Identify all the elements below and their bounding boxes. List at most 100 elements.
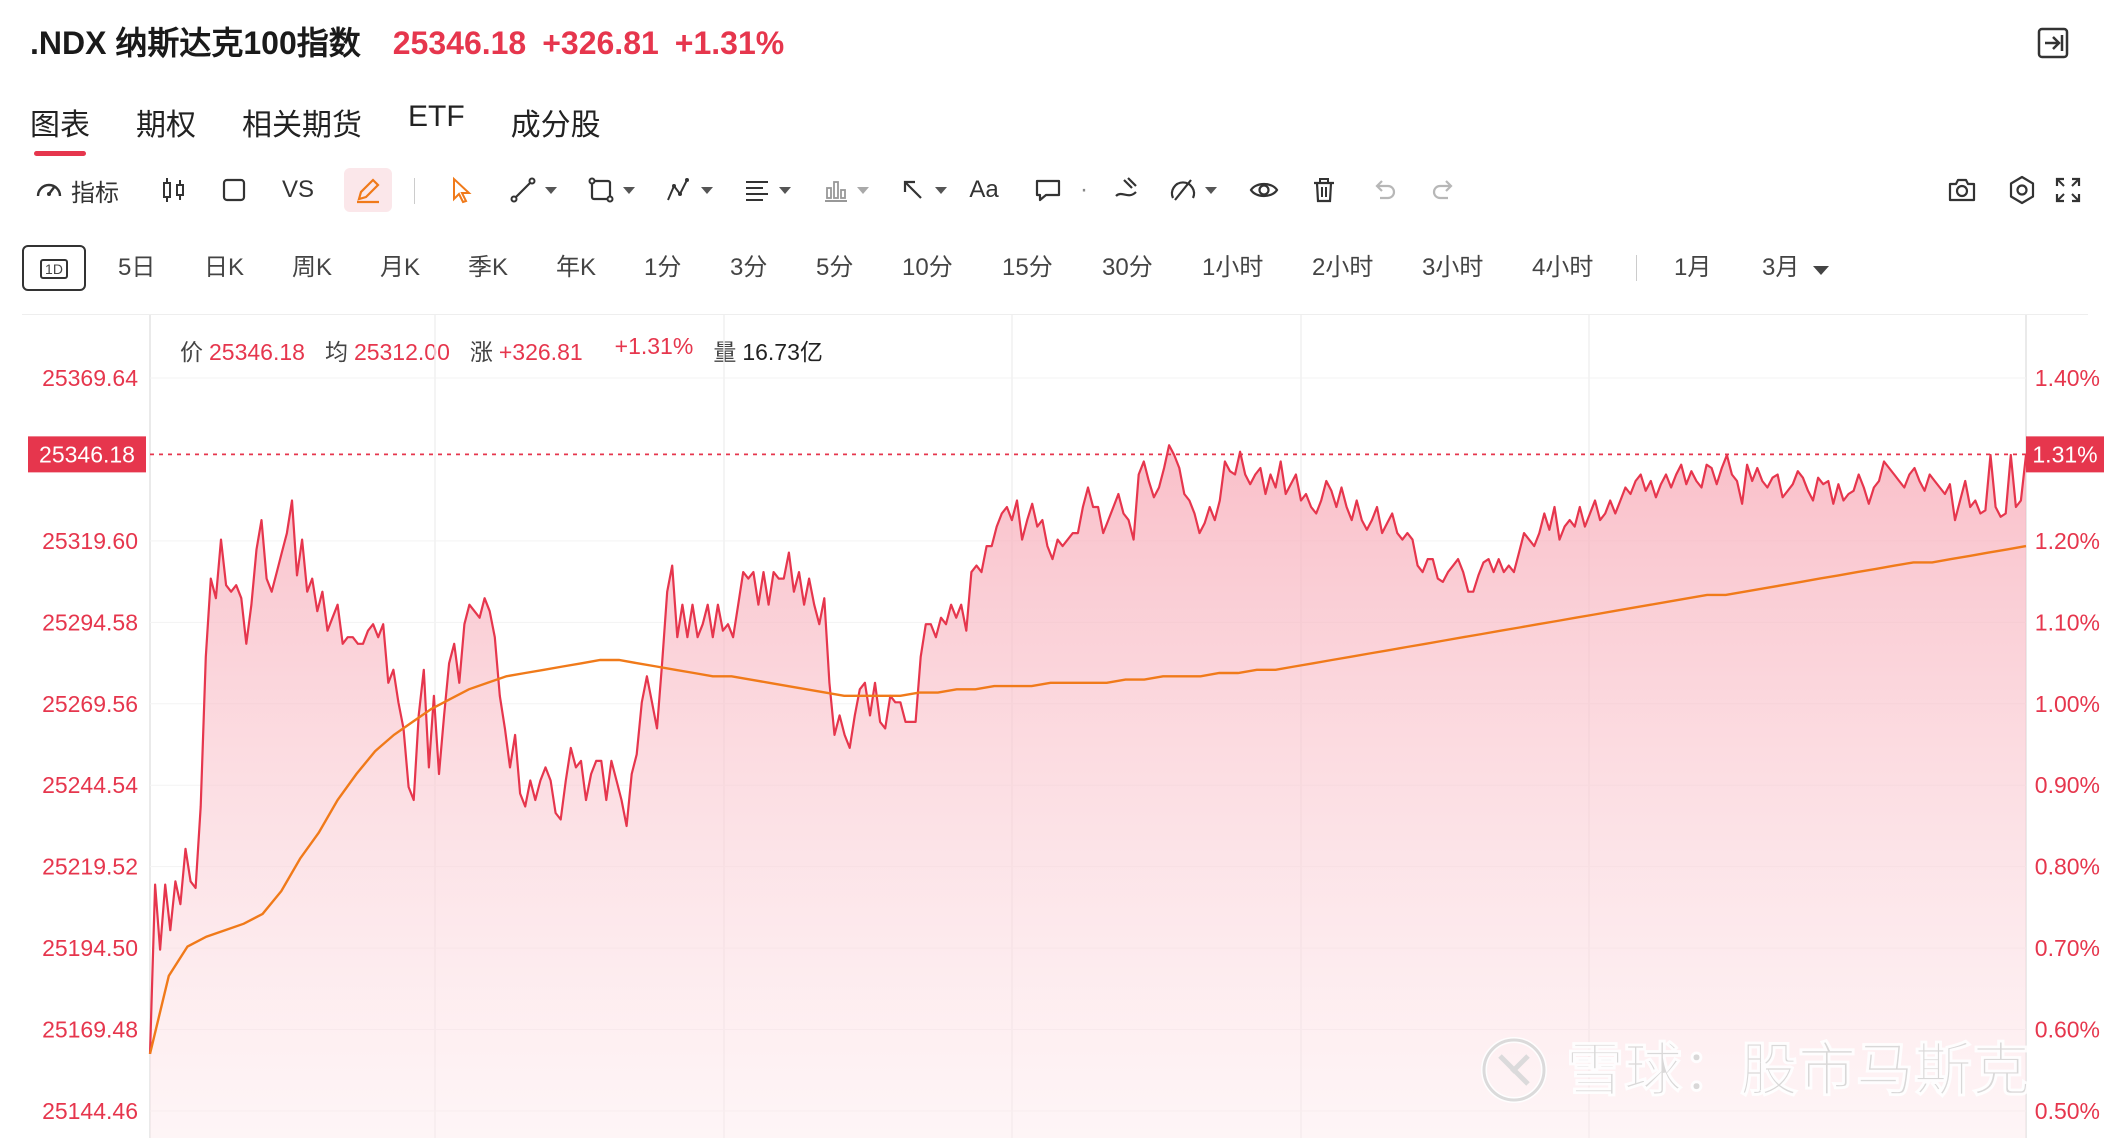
watermark: 雪球：股市马斯克 xyxy=(1481,1037,2031,1104)
measure-tool[interactable] xyxy=(816,168,872,212)
main-tabs: 图表 期权 相关期货 ETF 成分股 xyxy=(30,100,601,156)
pencil-icon xyxy=(357,178,380,204)
undo-button[interactable] xyxy=(1362,168,1406,212)
period-1d[interactable]: 1D xyxy=(22,245,86,291)
y-pct-tick-label: 1.20% xyxy=(2035,528,2100,554)
fullscreen-button[interactable] xyxy=(2046,168,2090,212)
wave-pattern-icon xyxy=(667,178,689,201)
chevron-down-icon xyxy=(1813,266,1830,275)
y-pct-tick-label: 0.70% xyxy=(2035,935,2100,961)
redo-button[interactable] xyxy=(1422,168,1466,212)
y-tick-label: 25144.46 xyxy=(42,1098,138,1124)
exit-fullscreen-icon[interactable] xyxy=(2036,26,2070,60)
cursor-icon xyxy=(453,176,472,204)
tab-futures[interactable]: 相关期货 xyxy=(242,109,362,142)
shape-tool[interactable] xyxy=(582,168,638,212)
period-day-k[interactable]: 日K xyxy=(204,254,245,281)
arrow-tool[interactable] xyxy=(894,168,950,212)
tab-options[interactable]: 期权 xyxy=(136,109,196,142)
period-4h[interactable]: 4小时 xyxy=(1532,254,1594,281)
period-2h[interactable]: 2小时 xyxy=(1312,254,1374,281)
current-pct-tag: 1.31% xyxy=(2032,441,2097,467)
tab-constituents[interactable]: 成分股 xyxy=(510,109,601,142)
current-pct-tag-bg xyxy=(2026,436,2104,473)
period-5d[interactable]: 5日 xyxy=(118,254,156,281)
info-volume: 16.73亿 xyxy=(742,339,823,365)
period-3h[interactable]: 3小时 xyxy=(1422,254,1484,281)
magnet-brush-icon xyxy=(1115,177,1137,197)
period-5min[interactable]: 5分 xyxy=(816,254,854,281)
cursor-tool[interactable] xyxy=(442,168,482,212)
candlestick-icon xyxy=(163,178,184,202)
y-tick-label: 25219.52 xyxy=(42,854,138,880)
draw-tools-button[interactable] xyxy=(344,168,392,212)
pattern-tool[interactable] xyxy=(660,168,716,212)
tab-etf[interactable]: ETF xyxy=(408,100,465,133)
delete-drawings-button[interactable] xyxy=(1302,168,1346,212)
screenshot-button[interactable] xyxy=(1940,168,1984,212)
period-3min[interactable]: 3分 xyxy=(730,254,768,281)
y-tick-label: 25319.60 xyxy=(42,528,138,554)
period-month-k[interactable]: 月K xyxy=(380,254,421,281)
avg-label: 均 xyxy=(324,339,348,365)
average-line xyxy=(148,544,2027,1055)
period-15min[interactable]: 15分 xyxy=(1002,254,1053,281)
fibonacci-icon xyxy=(746,181,768,201)
y-pct-tick-label: 0.50% xyxy=(2035,1098,2100,1124)
settings-button[interactable] xyxy=(2000,168,2044,212)
period-1min[interactable]: 1分 xyxy=(644,254,682,281)
y-pct-tick-label: 1.10% xyxy=(2035,609,2100,635)
period-30min[interactable]: 30分 xyxy=(1102,254,1153,281)
text-tool[interactable]: Aa xyxy=(969,176,999,203)
info-avg: 25312.00 xyxy=(353,339,450,365)
period-year-k[interactable]: 年K xyxy=(556,254,597,281)
period-1m[interactable]: 1月 xyxy=(1674,254,1712,281)
camera-icon xyxy=(1948,178,1976,202)
magnet-tool[interactable] xyxy=(1104,168,1148,212)
gear-icon xyxy=(2009,175,2035,205)
volume-label: 量 xyxy=(713,339,737,365)
compare-button[interactable]: VS xyxy=(281,176,314,203)
y-pct-tick-label: 1.40% xyxy=(2035,365,2100,391)
change-label: 涨 xyxy=(469,339,493,365)
price-change: +326.81 xyxy=(542,25,659,61)
period-1h[interactable]: 1小时 xyxy=(1202,254,1264,281)
redo-icon xyxy=(1432,180,1453,200)
period-3m[interactable]: 3月 xyxy=(1762,245,1830,291)
rectangle-shape-icon xyxy=(588,177,614,203)
tab-chart[interactable]: 图表 xyxy=(30,100,90,156)
info-change-pct: +1.31% xyxy=(614,333,694,359)
drawing-toolbar: 指标 VS Aa · xyxy=(30,168,2081,212)
no-edit-icon xyxy=(1170,179,1196,201)
visibility-toggle[interactable] xyxy=(1242,168,1286,212)
info-change: +326.81 xyxy=(498,339,583,365)
y-tick-label: 25194.50 xyxy=(42,935,138,961)
expand-icon xyxy=(2055,177,2081,203)
info-price: 25346.18 xyxy=(209,339,305,365)
undo-icon xyxy=(1375,180,1396,200)
eye-icon xyxy=(1249,182,1279,198)
y-pct-tick-label: 1.00% xyxy=(2035,691,2100,717)
quote-header: .NDX 纳斯达克100指数 25346.18 +326.81 +1.31% xyxy=(30,18,784,68)
price-change-pct: +1.31% xyxy=(674,25,785,61)
period-week-k[interactable]: 周K xyxy=(292,254,333,281)
last-price: 25346.18 xyxy=(392,25,527,61)
indicator-label: 指标 xyxy=(71,179,119,207)
y-tick-label: 25369.64 xyxy=(42,365,138,391)
period-quarter-k[interactable]: 季K xyxy=(468,254,509,281)
period-10min[interactable]: 10分 xyxy=(902,254,953,281)
lock-drawing-tool[interactable] xyxy=(1164,168,1220,212)
fib-tool[interactable] xyxy=(738,168,794,212)
gauge-icon xyxy=(36,183,62,197)
square-icon xyxy=(222,178,246,202)
dot-separator: · xyxy=(1080,176,1088,203)
layout-button[interactable] xyxy=(214,168,254,212)
indicator-button[interactable]: 指标 xyxy=(30,168,122,212)
candlestick-button[interactable] xyxy=(154,168,194,212)
y-pct-tick-label: 0.90% xyxy=(2035,772,2100,798)
y-axis-price: 25369.64 25319.60 25294.58 25269.56 25244.54… xyxy=(42,365,138,1124)
comment-tool[interactable] xyxy=(1026,168,1070,212)
trend-line-tool[interactable] xyxy=(504,168,560,212)
y-axis-percent: 1.40% 1.20% 1.10% 1.00% 0.90% 0.80% 0.70% 0.60%… xyxy=(2035,365,2100,1124)
